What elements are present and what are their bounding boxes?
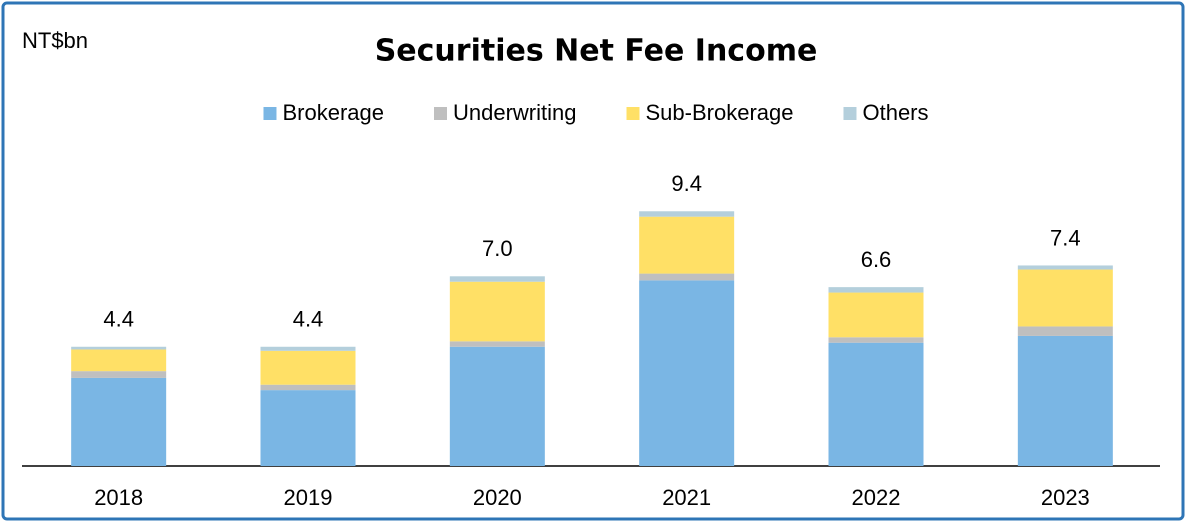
bar-segment: [828, 337, 924, 343]
total-label: 7.4: [1050, 225, 1081, 250]
bar-segment: [260, 350, 356, 385]
total-label: 9.4: [671, 171, 702, 196]
x-tick-label: 2020: [473, 485, 522, 510]
legend-swatch: [263, 107, 277, 120]
bar-segment: [449, 281, 545, 342]
bar-segment: [71, 349, 167, 372]
legend-swatch: [843, 107, 857, 120]
bar-segment: [1017, 269, 1113, 327]
bar-segment: [1017, 265, 1113, 270]
x-tick-label: 2018: [94, 485, 143, 510]
total-label: 6.6: [861, 247, 892, 272]
x-tick-label: 2023: [1041, 485, 1090, 510]
chart-title: Securities Net Fee Income: [375, 34, 818, 69]
bar-segment: [71, 371, 167, 378]
legend-label: Sub-Brokerage: [646, 100, 794, 125]
x-tick-label: 2022: [852, 485, 901, 510]
bar-segment: [639, 273, 735, 281]
legend-label: Underwriting: [453, 100, 577, 125]
bar-segment: [639, 280, 735, 466]
bar-segment: [828, 342, 924, 466]
bar-segment: [1017, 326, 1113, 336]
legend-swatch: [626, 107, 640, 120]
legend-label: Others: [862, 100, 928, 125]
bar-segment: [828, 287, 924, 293]
total-label: 4.4: [103, 307, 134, 332]
bar-segment: [449, 276, 545, 282]
total-label: 7.0: [482, 236, 513, 261]
bar-segment: [71, 346, 167, 350]
bar-segment: [71, 377, 167, 466]
bar-segment: [260, 390, 356, 466]
total-label: 4.4: [293, 307, 324, 332]
bar-segment: [639, 211, 735, 217]
bar-segment: [449, 341, 545, 347]
bar-segment: [449, 346, 545, 466]
bar-segment: [1017, 335, 1113, 466]
bar-segment: [260, 384, 356, 391]
x-tick-label: 2021: [662, 485, 711, 510]
legend-swatch: [434, 107, 447, 120]
bar-segment: [828, 292, 924, 338]
bar-segment: [260, 346, 356, 351]
x-tick-label: 2019: [284, 485, 333, 510]
legend-label: Brokerage: [282, 100, 384, 125]
unit-label: NT$bn: [22, 28, 88, 53]
bar-segment: [639, 216, 735, 274]
